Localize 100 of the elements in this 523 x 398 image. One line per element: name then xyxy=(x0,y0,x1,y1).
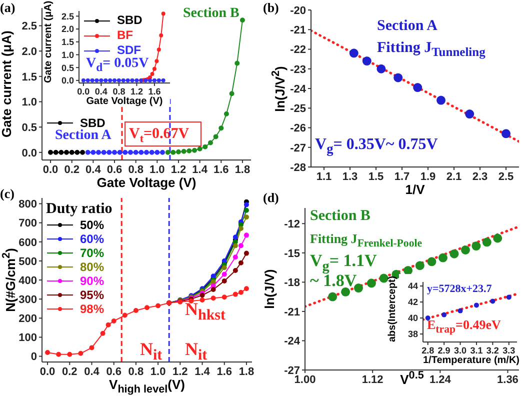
y-tick-label: -20 xyxy=(290,4,306,17)
x-tick-label: 1.6 xyxy=(216,366,232,378)
y-tick-label: 600 xyxy=(18,236,37,249)
x-tick-label: 1.1 xyxy=(316,170,332,183)
legend-label: BF xyxy=(117,28,133,43)
y-axis-title: abs(Intercept) xyxy=(387,276,398,342)
y-tick-label: 0.0 xyxy=(61,76,74,86)
x-tick-label: 1.2 xyxy=(130,86,143,96)
x-axis-title: 1/V xyxy=(405,182,425,197)
y-tick-label: 800 xyxy=(18,198,37,211)
x-tick-label: 1.2 xyxy=(170,164,186,176)
x-tick-label: 1.4 xyxy=(192,164,208,176)
y-tick-label: -26 xyxy=(290,122,306,135)
annotation: Section B xyxy=(183,6,240,21)
y-tick-label: 0.5 xyxy=(22,122,37,134)
x-tick-label: 1.5 xyxy=(368,170,384,183)
legend-label: 98% xyxy=(80,302,104,316)
y-tick-label: 100 xyxy=(18,332,37,344)
y-tick-label: 400 xyxy=(18,274,37,287)
annotation: N$_{it}$ xyxy=(140,339,162,364)
y-axis-title: ln(J/V) xyxy=(262,269,277,309)
y-tick-label: 2.5 xyxy=(61,11,74,22)
annotation: Section A xyxy=(55,128,112,143)
x-tick-label: 1.36 xyxy=(497,374,518,386)
x-tick-label: 2.5 xyxy=(498,170,514,183)
y-tick-label: 700 xyxy=(18,218,37,230)
annotation: E$_{trap}$=0.49eV xyxy=(427,317,501,336)
y-tick-label: -21 xyxy=(290,24,306,37)
x-tick-label: 0.0 xyxy=(40,366,56,378)
x-axis-title: Gate Voltage (V) xyxy=(96,175,196,190)
x-tick-label: 1.0 xyxy=(150,164,165,176)
x-tick-label: 1.00 xyxy=(294,374,316,386)
x-tick-label: 3.2 xyxy=(486,345,499,356)
y-tick-label: 0 xyxy=(30,351,37,364)
legend-label: 90% xyxy=(80,274,104,288)
y-tick-label: 2.0 xyxy=(22,46,37,58)
x-tick-label: 2.9 xyxy=(438,345,450,356)
x-tick-label: 0.6 xyxy=(106,366,122,378)
annotation: V$_{g}$= 0.35V~ 0.75V xyxy=(315,136,438,156)
x-tick-label: 1.3 xyxy=(342,170,358,183)
x-tick-label: 0.8 xyxy=(128,164,144,176)
y-tick-label: -25 xyxy=(290,103,306,116)
y-tick-label: 40 xyxy=(408,313,418,324)
y-tick-label: 44 xyxy=(408,281,418,292)
x-tick-label: 0.8 xyxy=(112,86,126,96)
y-tick-label: -27 xyxy=(290,142,306,154)
x-axis-title: V$_{high level}$(V) xyxy=(109,377,185,396)
x-tick-label: 1.12 xyxy=(362,374,384,386)
y-tick-label: -28 xyxy=(290,162,306,174)
x-tick-label: 3.0 xyxy=(454,345,467,356)
y-tick-label: 1.0 xyxy=(61,50,74,60)
x-tick-label: 1.7 xyxy=(394,170,410,183)
y-tick-label: 500 xyxy=(18,256,37,268)
x-tick-label: 1.8 xyxy=(238,366,254,378)
y-axis-title: Gate current (μA) xyxy=(0,30,14,138)
legend-label: 95% xyxy=(80,288,104,302)
x-tick-label: 0.0 xyxy=(77,86,90,96)
y-tick-label: -12 xyxy=(284,218,300,231)
x-tick-label: 2.1 xyxy=(446,170,462,183)
y-tick-label: 1.5 xyxy=(61,37,74,48)
y-tick-label: 42 xyxy=(408,297,418,308)
x-tick-label: 1.24 xyxy=(429,374,452,386)
chart-title: (c) xyxy=(0,186,14,202)
y-tick-label: 2.0 xyxy=(61,24,74,34)
x-tick-label: 0.2 xyxy=(64,164,80,176)
y-axis-title: Gate current (μA) xyxy=(43,0,54,83)
chart-title: (a) xyxy=(0,0,16,16)
chart-title: (d) xyxy=(263,190,279,206)
y-tick-label: -22 xyxy=(290,44,306,56)
x-tick-label: 1.6 xyxy=(213,164,229,176)
y-tick-label: 0.0 xyxy=(22,147,37,160)
ref-line-label: V$_{t}$=0.67V xyxy=(128,126,190,145)
x-tick-label: 0.4 xyxy=(84,366,100,378)
y-tick-label: 38 xyxy=(408,329,418,340)
y-tick-label: 300 xyxy=(18,294,37,306)
x-tick-label: 0.4 xyxy=(94,86,108,96)
annotation: Fitting J$_{Tunneling}$ xyxy=(377,40,486,59)
annotation: N$_{hkst}$ xyxy=(185,299,226,324)
y-tick-label: -21 xyxy=(284,306,300,318)
annotation: N$_{it}$ xyxy=(185,339,208,364)
annotation: Section B xyxy=(310,208,370,224)
y-tick-label: -23 xyxy=(290,64,306,76)
x-tick-label: 1.0 xyxy=(150,366,166,378)
y-tick-label: -15 xyxy=(284,248,300,260)
annotation: y=5728x+23.7 xyxy=(427,283,492,295)
annotation: Section A xyxy=(377,18,438,34)
legend-label: SBD xyxy=(117,13,142,28)
legend-title: Duty ratio xyxy=(46,200,112,218)
x-axis-title: V$^{0.5}$ xyxy=(400,370,424,388)
x-tick-label: 0.2 xyxy=(62,366,78,378)
y-tick-label: 1.5 xyxy=(22,71,37,84)
x-tick-label: 1.8 xyxy=(234,164,250,176)
legend-label: 80% xyxy=(80,260,104,274)
y-tick-label: 2.5 xyxy=(22,20,37,33)
x-tick-label: 3.3 xyxy=(502,345,516,356)
legend-label: 70% xyxy=(80,246,104,260)
x-axis-title: Gate Voltage (V) xyxy=(86,96,163,107)
legend-label: SDF xyxy=(117,43,141,58)
x-tick-label: 1.2 xyxy=(172,366,188,378)
x-tick-label: 2.8 xyxy=(422,345,434,356)
